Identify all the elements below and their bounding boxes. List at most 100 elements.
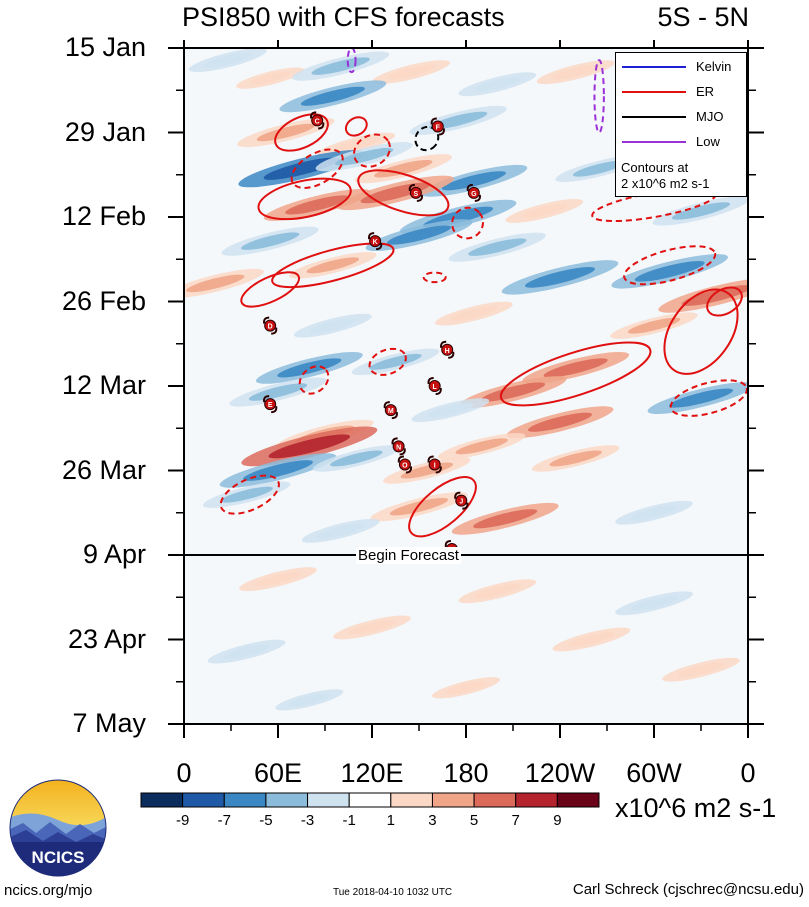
anomaly-core — [263, 157, 340, 180]
storm-marker: K — [367, 232, 383, 251]
anomaly-core — [369, 353, 422, 370]
anomaly-core — [681, 285, 748, 306]
storm-marker: H — [440, 340, 455, 359]
anomaly-field — [184, 48, 748, 711]
storm-arm — [430, 117, 445, 136]
anomaly-core — [389, 497, 449, 516]
er-contour — [408, 476, 477, 538]
anomaly-cell — [437, 433, 526, 460]
anomaly-cell — [610, 312, 698, 339]
anomaly-cell — [611, 254, 728, 289]
anomaly-cell — [501, 260, 619, 295]
anomaly-cell — [552, 627, 631, 652]
anomaly-cell — [458, 72, 537, 97]
anomaly-core — [480, 382, 546, 402]
anomaly-core — [285, 195, 350, 215]
storm-markers: CFSGKDHLEMNOIJK — [263, 111, 481, 558]
storm-label: N — [396, 444, 401, 451]
anomaly-cell — [354, 154, 452, 184]
er-contour — [368, 347, 407, 376]
storm-eye — [369, 235, 382, 248]
er-contour — [344, 116, 368, 137]
anomaly-cell — [372, 60, 451, 85]
storm-eye — [384, 404, 397, 417]
colorbar-swatch — [556, 792, 600, 808]
colorbar-swatch — [223, 792, 267, 808]
colorbar-swatch — [515, 792, 558, 808]
y-tick-label: 29 Jan — [64, 116, 146, 147]
legend-swatch — [622, 91, 686, 93]
storm-arm — [427, 455, 442, 474]
anomaly-core — [427, 402, 474, 418]
storm-eye — [409, 186, 422, 199]
anomaly-core — [455, 438, 508, 455]
x-tick-label: 120W — [524, 758, 596, 788]
storm-arm — [466, 183, 481, 202]
legend-swatch — [622, 141, 686, 143]
anomaly-cell — [370, 492, 468, 522]
storm-marker: D — [263, 316, 278, 335]
anomaly-core — [450, 306, 498, 321]
anomaly-core — [474, 77, 521, 92]
anomaly-cell — [189, 48, 267, 73]
storm-eye — [431, 120, 444, 133]
anomaly-core — [630, 505, 678, 520]
anomaly-core — [309, 318, 357, 333]
anomaly-cell — [184, 268, 264, 298]
anomaly-core — [204, 52, 252, 68]
storm-label: L — [433, 384, 438, 391]
colorbar-tick-label: -9 — [175, 812, 190, 829]
colorbar-tick-label: 5 — [469, 812, 479, 829]
anomaly-core — [335, 147, 394, 166]
anomaly-cell — [315, 142, 413, 172]
er-contour — [669, 379, 748, 417]
storm-arm — [454, 491, 469, 510]
storm-arm — [263, 316, 278, 335]
anomaly-cell — [301, 518, 380, 543]
y-tick-label: 26 Feb — [61, 285, 146, 316]
storm-marker: E — [263, 395, 278, 414]
storm-label: M — [388, 408, 394, 415]
anomaly-core — [387, 64, 435, 80]
storm-arm — [391, 437, 406, 456]
anomaly-core — [268, 434, 351, 459]
legend-note: Contours at 2 x10^6 m2 s-1 — [621, 160, 709, 192]
anomaly-cell — [458, 579, 537, 604]
er-contour — [271, 242, 395, 289]
y-tick-label: 26 Mar — [61, 454, 146, 485]
er-contour — [357, 169, 450, 217]
storm-marker: S — [408, 183, 424, 202]
colorbar-tick-label: 7 — [511, 812, 520, 829]
storm-label: K — [373, 239, 378, 246]
storm-label: G — [471, 191, 477, 198]
storm-label: D — [268, 324, 273, 331]
anomaly-cell — [229, 377, 327, 407]
anomaly-cell — [221, 226, 319, 256]
er-contour — [422, 271, 447, 284]
anomaly-core — [441, 171, 506, 191]
footer-url[interactable]: ncics.org/mjo — [4, 882, 93, 899]
legend-swatch — [622, 116, 686, 118]
anomaly-core — [277, 358, 342, 378]
storm-label: I — [434, 462, 436, 469]
colorbar-swatch — [265, 792, 309, 808]
anomaly-core — [572, 160, 626, 177]
storm-arm — [383, 401, 398, 420]
storm-eye — [467, 186, 480, 199]
anomaly-cell — [522, 351, 630, 384]
colorbar-swatch — [431, 792, 475, 808]
low-contour — [593, 59, 605, 134]
legend-label: MJO — [696, 109, 724, 124]
storm-eye — [392, 440, 405, 453]
anomaly-cell — [207, 639, 286, 664]
colorbar-tick-label: 1 — [386, 812, 395, 829]
anomaly-cell — [662, 657, 740, 682]
legend: Kelvin ER MJO Low Contours at 2 x10^6 m2… — [615, 52, 747, 197]
anomaly-core — [249, 71, 291, 85]
anomaly-core — [317, 523, 364, 539]
colorbar-swatch — [473, 792, 517, 808]
anomaly-core — [254, 571, 302, 587]
low-contour — [346, 48, 357, 74]
storm-label: F — [436, 124, 441, 131]
storm-arm — [310, 111, 325, 130]
